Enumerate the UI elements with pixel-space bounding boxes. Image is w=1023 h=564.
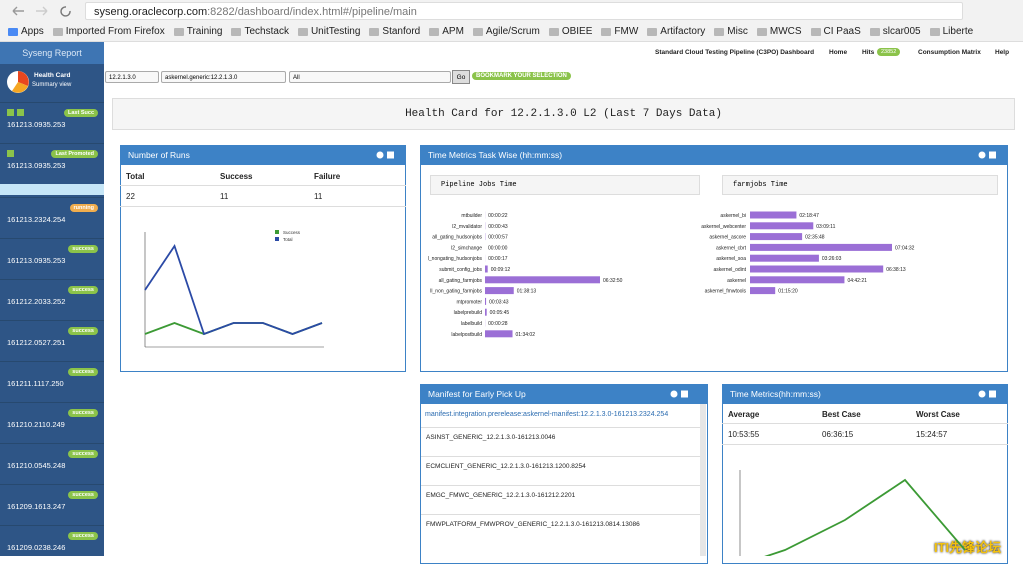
bar-label: all_gating_hudsonjobs	[432, 235, 482, 241]
value-label: 03:09:11	[816, 224, 835, 230]
info-icon	[979, 391, 986, 398]
bar	[485, 276, 600, 283]
line-series	[725, 480, 965, 556]
legend-label: Total	[283, 237, 293, 242]
bar-label: askernel_cbrt	[716, 245, 747, 251]
bar-label: askernel_odint	[713, 267, 746, 273]
value-label: 04:42:21	[847, 278, 867, 284]
bar-label: mtbuilder	[461, 213, 482, 219]
legend-swatch	[275, 230, 279, 234]
bar-label: mtpromoter	[456, 299, 482, 305]
value-label: 00:00:28	[488, 321, 508, 327]
value-label: 01:15:20	[778, 289, 798, 295]
bar-label: submit_config_jobs	[439, 267, 482, 273]
bar	[485, 287, 514, 294]
value-label: 00:09:12	[491, 267, 511, 273]
legend-swatch	[275, 237, 279, 241]
value-label: 00:00:43	[488, 224, 508, 230]
bar-label: askernel_ascore	[709, 235, 746, 241]
bar	[485, 330, 513, 337]
bar	[750, 244, 892, 251]
panel-icons[interactable]	[979, 391, 997, 398]
list-icon	[387, 152, 394, 159]
bar	[750, 266, 883, 273]
value-label: 01:34:02	[516, 332, 536, 338]
list-icon	[989, 391, 996, 398]
value-label: 03:26:03	[822, 256, 842, 262]
value-label: 01:38:13	[517, 289, 537, 295]
value-label: 00:03:43	[489, 299, 509, 305]
panel-icons[interactable]	[979, 152, 997, 159]
list-icon	[989, 152, 996, 159]
bar	[750, 212, 796, 219]
value-label: 00:00:00	[488, 245, 508, 251]
bar-label: l2_simchange	[451, 245, 482, 251]
bar-label: askernel_webcenter	[701, 224, 746, 230]
value-label: 00:05:45	[490, 310, 510, 316]
value-label: 02:18:47	[799, 213, 819, 219]
value-label: 00:00:17	[488, 256, 508, 262]
value-label: 02:35:48	[805, 235, 825, 241]
bar-label: askernel_bi	[720, 213, 746, 219]
bar	[750, 233, 802, 240]
bar-label: labelpostbuild	[451, 332, 482, 338]
info-icon	[377, 152, 384, 159]
info-icon	[979, 152, 986, 159]
bar	[750, 276, 844, 283]
bar-label: l2_mvalidator	[452, 224, 482, 230]
value-label: 07:04:32	[895, 245, 915, 251]
bar-label: labelprebuild	[454, 310, 483, 316]
value-label: 06:32:50	[603, 278, 623, 284]
list-icon	[681, 391, 688, 398]
panel-icons[interactable]	[671, 391, 689, 398]
bar	[750, 222, 813, 229]
bar-label: ll_non_gating_farmjobs	[430, 289, 482, 295]
legend-label: Success	[283, 230, 301, 235]
bar-label: all_gating_farmjobs	[439, 278, 483, 284]
bar-label: askernel_soa	[716, 256, 746, 262]
value-label: 00:00:57	[488, 235, 508, 241]
bar-label: labelbuild	[461, 321, 482, 327]
bar	[750, 255, 819, 262]
info-icon	[671, 391, 678, 398]
bar-label: askernel_fmwtools	[705, 289, 747, 295]
bar	[485, 266, 488, 273]
bar	[485, 298, 486, 305]
line-series	[145, 246, 322, 334]
bar-label: l_nongating_hudsonjobs	[428, 256, 483, 262]
value-label: 00:00:22	[488, 213, 508, 219]
bar-label: askernel	[727, 278, 746, 284]
bar	[750, 287, 775, 294]
bar	[485, 309, 487, 316]
value-label: 06:38:13	[886, 267, 906, 273]
panel-icons[interactable]	[377, 152, 395, 159]
